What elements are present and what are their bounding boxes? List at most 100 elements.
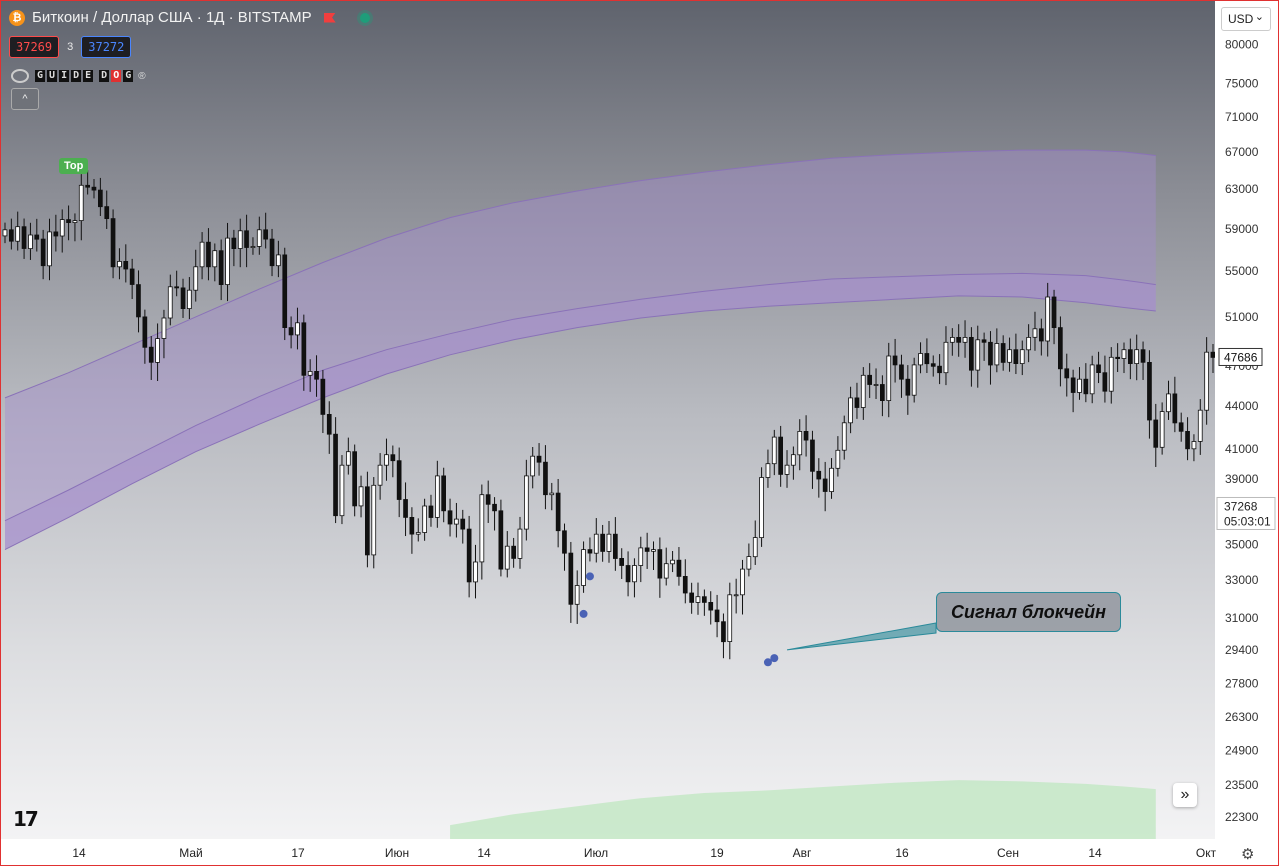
candle-body <box>1083 378 1089 395</box>
candle <box>676 547 682 586</box>
candle-body <box>28 234 33 250</box>
candle-body <box>155 338 160 363</box>
candle-body <box>1026 336 1031 351</box>
y-tick-label: 44000 <box>1225 399 1259 413</box>
candle <box>21 218 27 259</box>
candle <box>225 222 230 302</box>
candle-body <box>1178 422 1184 432</box>
candle <box>1019 340 1025 376</box>
candle-body <box>1019 349 1025 365</box>
candle-body <box>752 537 758 558</box>
candle-body <box>409 517 415 535</box>
candle <box>167 274 173 326</box>
candle-body <box>1134 349 1139 365</box>
candle-body <box>161 317 167 339</box>
candle-body <box>536 455 542 463</box>
candle-body <box>352 451 358 507</box>
candle <box>91 179 97 199</box>
candle <box>1191 434 1197 462</box>
candle <box>390 445 396 478</box>
candle-body <box>1045 296 1050 342</box>
candle-body <box>492 503 497 512</box>
candle <box>994 328 1000 373</box>
candle-body <box>695 596 701 603</box>
candle-body <box>314 370 319 380</box>
candle-body <box>180 287 186 309</box>
candle <box>1166 380 1171 420</box>
candle <box>339 455 345 525</box>
candle <box>943 326 949 386</box>
tradingview-logo[interactable]: 17 <box>13 807 39 831</box>
candle <box>714 594 720 638</box>
candle-body <box>956 336 962 343</box>
candle-body <box>625 565 631 583</box>
candle-body <box>816 470 822 480</box>
candle <box>498 499 504 577</box>
flag-icon[interactable] <box>323 12 336 23</box>
candle-body <box>1089 364 1095 395</box>
last-price-box <box>1218 347 1263 366</box>
candle <box>638 536 644 583</box>
candle-body <box>167 286 173 319</box>
symbol-title[interactable]: Биткоин / Доллар США · 1Д · BITSTAMP <box>32 9 312 26</box>
candle-body <box>237 230 243 249</box>
candle <box>981 332 987 361</box>
candle-body <box>619 558 625 566</box>
upper-band <box>5 150 1156 521</box>
sell-price-button[interactable]: 37269 <box>9 36 60 58</box>
candle-body <box>479 494 485 563</box>
candle <box>702 589 707 616</box>
candle-body <box>524 475 529 530</box>
buy-price-button[interactable]: 37272 <box>81 36 132 58</box>
logo-letter: I <box>59 70 70 82</box>
candle-body <box>682 576 688 594</box>
candle-body <box>193 266 199 291</box>
countdown-label: 05:03:01 <box>1224 514 1271 528</box>
x-tick-label: Окт <box>1196 846 1217 860</box>
candle-body <box>148 346 154 363</box>
candle <box>810 430 815 489</box>
candle-body <box>1058 327 1063 370</box>
gear-icon[interactable]: ⚙ <box>1241 846 1255 863</box>
candle-body <box>1070 377 1076 393</box>
candle-body <box>657 549 663 579</box>
candle-body <box>784 464 790 475</box>
candle-body <box>2 229 8 237</box>
candle-body <box>453 518 459 525</box>
candle <box>345 437 351 475</box>
candle-body <box>98 189 103 208</box>
candle <box>1051 289 1057 345</box>
candle-body <box>364 486 370 556</box>
candle-body <box>78 184 84 222</box>
collapse-legend-button[interactable]: ^ <box>11 88 39 110</box>
indicator-legend[interactable]: G U I D E D O G ® <box>11 69 146 83</box>
candle <box>110 209 116 279</box>
currency-select[interactable]: USD <box>1221 7 1271 31</box>
double-chevron-right-icon[interactable]: » <box>1173 783 1197 807</box>
candle-body <box>848 397 853 424</box>
annotation-label[interactable]: Сигнал блокчейн <box>936 592 1121 632</box>
candle <box>555 478 561 548</box>
candle-body <box>517 528 523 559</box>
candle <box>2 222 8 244</box>
candle-body <box>422 505 428 533</box>
candle-body <box>791 454 796 466</box>
candle <box>447 498 453 537</box>
candle <box>860 367 866 420</box>
y-tick-label: 22300 <box>1225 810 1259 824</box>
market-status-icon[interactable] <box>359 12 370 23</box>
candle-body <box>307 370 313 376</box>
candle-body <box>326 413 332 435</box>
candle-body <box>1128 349 1133 365</box>
symbol-header[interactable]: ₿ Биткоин / Доллар США · 1Д · BITSTAMP <box>9 9 370 26</box>
candle-body <box>644 547 650 552</box>
candle-body <box>295 322 300 336</box>
candle <box>663 547 669 586</box>
candle <box>746 543 752 577</box>
candle <box>47 218 52 281</box>
candle <box>1178 412 1184 442</box>
band-line <box>4 272 1156 522</box>
candle <box>441 467 447 523</box>
candle <box>98 177 103 216</box>
